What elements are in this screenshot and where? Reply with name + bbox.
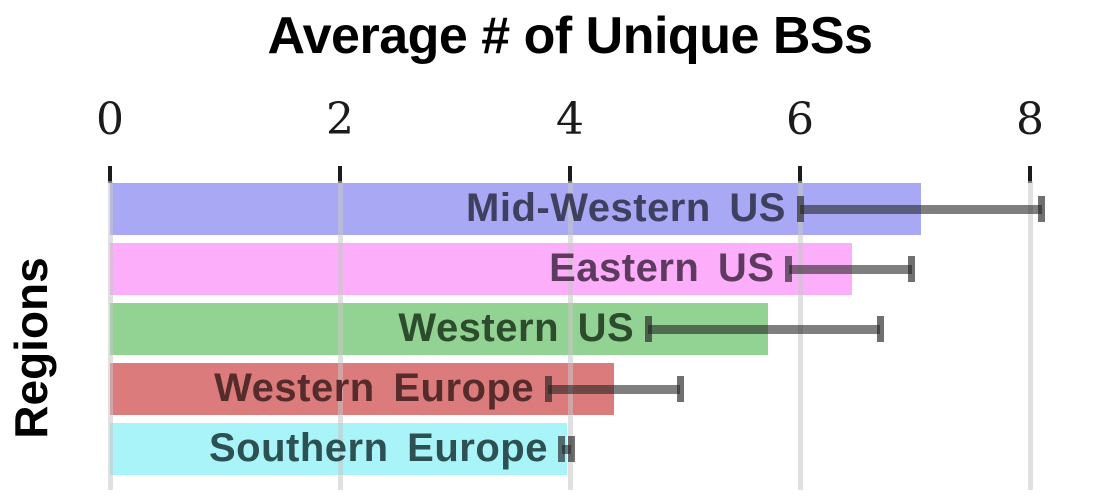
error-bar: [648, 324, 881, 334]
bar-label: Southern Europe: [208, 426, 548, 470]
bar-mid-western-us: [110, 183, 921, 235]
bar-label: Eastern US: [549, 246, 775, 290]
error-bar: [800, 204, 1042, 214]
gridline: [107, 181, 113, 490]
x-tick-mark: [798, 166, 802, 183]
error-cap-high: [877, 316, 884, 342]
error-cap-low: [796, 196, 804, 222]
x-tick-label: 8: [1016, 94, 1044, 145]
error-bar: [561, 444, 572, 454]
bar-eastern-us: [110, 243, 852, 295]
x-tick-mark: [1028, 166, 1032, 183]
x-tick-label: 6: [786, 94, 814, 145]
gridline: [1027, 181, 1033, 490]
bar-label: Mid-Western US: [466, 186, 786, 230]
error-cap-low: [544, 376, 552, 402]
error-cap-high: [676, 376, 684, 402]
chart-title: Average # of Unique BSs: [267, 7, 873, 65]
bar-western-europe: [110, 363, 614, 415]
x-tick-mark: [108, 166, 112, 183]
x-tick-label: 4: [556, 94, 584, 145]
error-cap-low: [785, 256, 792, 282]
x-tick-mark: [568, 166, 572, 183]
bar-label: Western Europe: [214, 366, 535, 410]
error-cap-low: [644, 316, 652, 342]
gridline: [567, 181, 573, 490]
error-cap-high: [908, 256, 916, 282]
bar-label: Western US: [398, 306, 635, 350]
x-tick-label: 2: [326, 94, 354, 145]
error-bar: [548, 384, 681, 394]
gridline: [797, 181, 803, 490]
gridline: [337, 181, 343, 490]
error-bar: [788, 264, 912, 274]
error-cap-high: [567, 436, 575, 462]
error-cap-high: [1038, 196, 1045, 222]
error-cap-low: [558, 436, 566, 462]
x-tick-label: 0: [96, 94, 124, 145]
x-tick-mark: [338, 166, 342, 183]
